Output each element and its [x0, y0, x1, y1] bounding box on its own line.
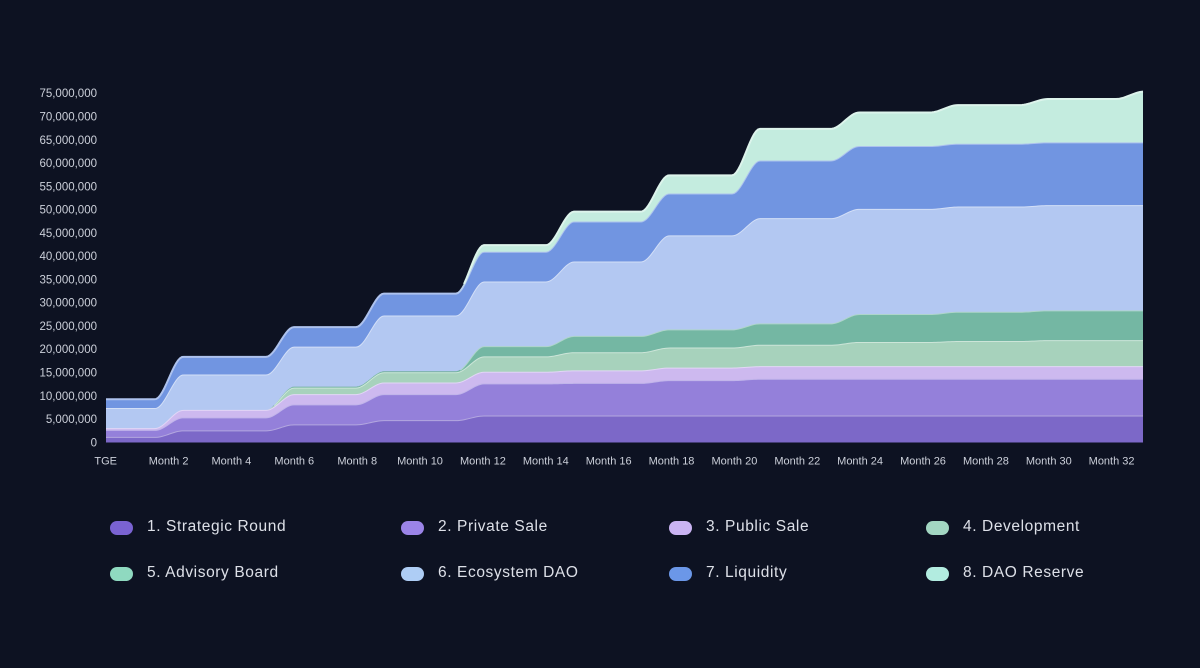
- svg-text:35,000,000: 35,000,000: [39, 274, 97, 286]
- svg-text:5,000,000: 5,000,000: [46, 414, 97, 426]
- svg-text:70,000,000: 70,000,000: [39, 112, 97, 124]
- svg-text:Month 28: Month 28: [963, 456, 1009, 468]
- svg-text:Month 22: Month 22: [774, 456, 820, 468]
- svg-text:40,000,000: 40,000,000: [39, 251, 97, 263]
- svg-text:Month 30: Month 30: [1026, 456, 1072, 468]
- svg-text:Month 24: Month 24: [837, 456, 883, 468]
- svg-text:Month 26: Month 26: [900, 456, 946, 468]
- svg-text:30,000,000: 30,000,000: [39, 298, 97, 310]
- svg-text:Month 10: Month 10: [397, 456, 443, 468]
- svg-text:45,000,000: 45,000,000: [39, 228, 97, 240]
- svg-text:75,000,000: 75,000,000: [39, 88, 97, 100]
- svg-text:65,000,000: 65,000,000: [39, 135, 97, 147]
- svg-text:Month 18: Month 18: [649, 456, 695, 468]
- svg-text:Month 8: Month 8: [337, 456, 377, 468]
- svg-text:55,000,000: 55,000,000: [39, 181, 97, 193]
- svg-text:Month 6: Month 6: [274, 456, 314, 468]
- svg-text:Month 2: Month 2: [149, 456, 189, 468]
- svg-text:0: 0: [91, 437, 97, 449]
- svg-text:10,000,000: 10,000,000: [39, 391, 97, 403]
- svg-text:15,000,000: 15,000,000: [39, 368, 97, 380]
- svg-text:Month 20: Month 20: [711, 456, 757, 468]
- svg-text:60,000,000: 60,000,000: [39, 158, 97, 170]
- svg-text:Month 16: Month 16: [586, 456, 632, 468]
- svg-text:20,000,000: 20,000,000: [39, 344, 97, 356]
- svg-text:Month 12: Month 12: [460, 456, 506, 468]
- svg-text:Month 32: Month 32: [1089, 456, 1135, 468]
- svg-text:Month 14: Month 14: [523, 456, 569, 468]
- svg-text:25,000,000: 25,000,000: [39, 321, 97, 333]
- svg-text:Month 4: Month 4: [212, 456, 252, 468]
- svg-text:TGE: TGE: [94, 456, 117, 468]
- svg-text:50,000,000: 50,000,000: [39, 205, 97, 217]
